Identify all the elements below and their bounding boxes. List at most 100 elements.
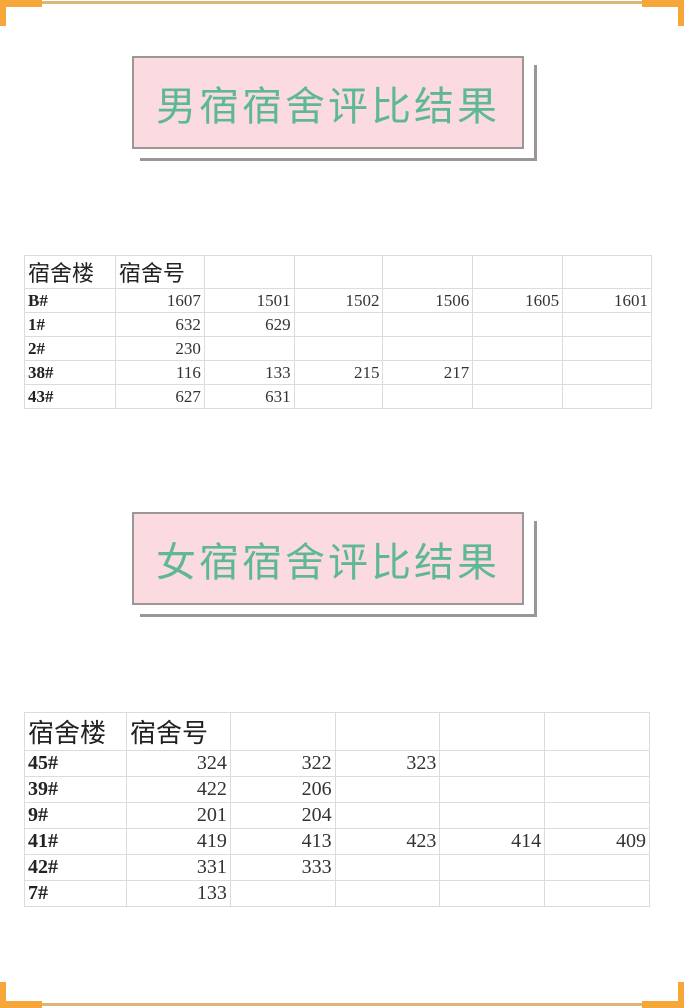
male-title: 男宿宿舍评比结果 (132, 56, 524, 149)
female-title-shadow (140, 521, 537, 617)
empty-cell (334, 854, 441, 881)
frame-top-line (42, 1, 642, 4)
room-cell: 631 (203, 384, 295, 409)
female-results-table: 宿舍楼 宿舍号 45# 324 322 323 39# 422 206 9# 201 204 41# 41… (24, 712, 650, 907)
table-row: 41# 419 413 423 414 409 (24, 828, 650, 855)
header-room: 宿舍号 (114, 255, 205, 289)
header-row: 宿舍楼 宿舍号 (24, 712, 650, 751)
room-cell: 116 (114, 360, 205, 385)
room-cell: 201 (125, 802, 231, 829)
empty-cell (544, 776, 650, 803)
female-title: 女宿宿舍评比结果 (132, 512, 524, 605)
room-cell: 1601 (562, 288, 652, 313)
room-cell: 204 (229, 802, 336, 829)
building-cell: 41# (24, 828, 127, 855)
room-cell: 414 (439, 828, 546, 855)
table-row: 39# 422 206 (24, 776, 650, 803)
room-cell: 419 (125, 828, 231, 855)
room-cell: 409 (544, 828, 650, 855)
empty-cell (334, 802, 441, 829)
table-row: 45# 324 322 323 (24, 750, 650, 777)
empty-cell (439, 750, 546, 777)
table-row: B# 1607 1501 1502 1506 1605 1601 (24, 288, 652, 313)
empty-cell (382, 312, 474, 337)
frame-corner-tr (642, 0, 684, 7)
header-building: 宿舍楼 (24, 255, 116, 289)
frame-corner-tl (0, 0, 42, 7)
empty-cell (293, 255, 384, 289)
room-cell: 627 (114, 384, 205, 409)
empty-cell (203, 255, 295, 289)
frame-corner-tr-v (678, 0, 684, 26)
empty-cell (472, 255, 564, 289)
empty-cell (439, 712, 546, 751)
empty-cell (472, 312, 564, 337)
room-cell: 632 (114, 312, 205, 337)
room-cell: 133 (125, 880, 231, 907)
room-cell: 333 (229, 854, 336, 881)
room-cell: 1502 (293, 288, 384, 313)
room-cell: 1607 (114, 288, 205, 313)
empty-cell (544, 802, 650, 829)
empty-cell (544, 750, 650, 777)
building-cell: 38# (24, 360, 116, 385)
building-cell: 43# (24, 384, 116, 409)
empty-cell (203, 336, 295, 361)
empty-cell (472, 384, 564, 409)
male-results-table: 宿舍楼 宿舍号 B# 1607 1501 1502 1506 1605 1601 1# 632 629… (24, 255, 652, 409)
room-cell: 1506 (382, 288, 474, 313)
header-building: 宿舍楼 (24, 712, 127, 751)
empty-cell (229, 712, 336, 751)
empty-cell (472, 336, 564, 361)
empty-cell (562, 360, 652, 385)
empty-cell (439, 854, 546, 881)
table-row: 43# 627 631 (24, 384, 652, 409)
empty-cell (562, 384, 652, 409)
room-cell: 1605 (472, 288, 564, 313)
frame-corner-bl-v (0, 982, 6, 1008)
table-row: 7# 133 (24, 880, 650, 907)
empty-cell (562, 336, 652, 361)
empty-cell (382, 336, 474, 361)
empty-cell (439, 880, 546, 907)
empty-cell (293, 336, 384, 361)
empty-cell (334, 712, 441, 751)
header-room: 宿舍号 (125, 712, 231, 751)
frame-corner-br-v (678, 982, 684, 1008)
room-cell: 215 (293, 360, 384, 385)
empty-cell (544, 880, 650, 907)
room-cell: 323 (334, 750, 441, 777)
frame-corner-tl-v (0, 0, 6, 26)
room-cell: 230 (114, 336, 205, 361)
table-row: 1# 632 629 (24, 312, 652, 337)
room-cell: 324 (125, 750, 231, 777)
room-cell: 206 (229, 776, 336, 803)
empty-cell (382, 384, 474, 409)
room-cell: 422 (125, 776, 231, 803)
empty-cell (562, 255, 652, 289)
empty-cell (544, 712, 650, 751)
room-cell: 1501 (203, 288, 295, 313)
empty-cell (439, 802, 546, 829)
empty-cell (334, 776, 441, 803)
room-cell: 331 (125, 854, 231, 881)
frame-corner-bl (0, 1001, 42, 1008)
empty-cell (293, 312, 384, 337)
table-row: 42# 331 333 (24, 854, 650, 881)
room-cell: 217 (382, 360, 474, 385)
building-cell: 42# (24, 854, 127, 881)
empty-cell (382, 255, 474, 289)
room-cell: 322 (229, 750, 336, 777)
empty-cell (334, 880, 441, 907)
building-cell: 39# (24, 776, 127, 803)
building-cell: 9# (24, 802, 127, 829)
building-cell: 2# (24, 336, 116, 361)
building-cell: B# (24, 288, 116, 313)
header-row: 宿舍楼 宿舍号 (24, 255, 652, 289)
empty-cell (544, 854, 650, 881)
empty-cell (562, 312, 652, 337)
building-cell: 45# (24, 750, 127, 777)
male-title-shadow (140, 65, 537, 161)
empty-cell (472, 360, 564, 385)
frame-corner-br (642, 1001, 684, 1008)
